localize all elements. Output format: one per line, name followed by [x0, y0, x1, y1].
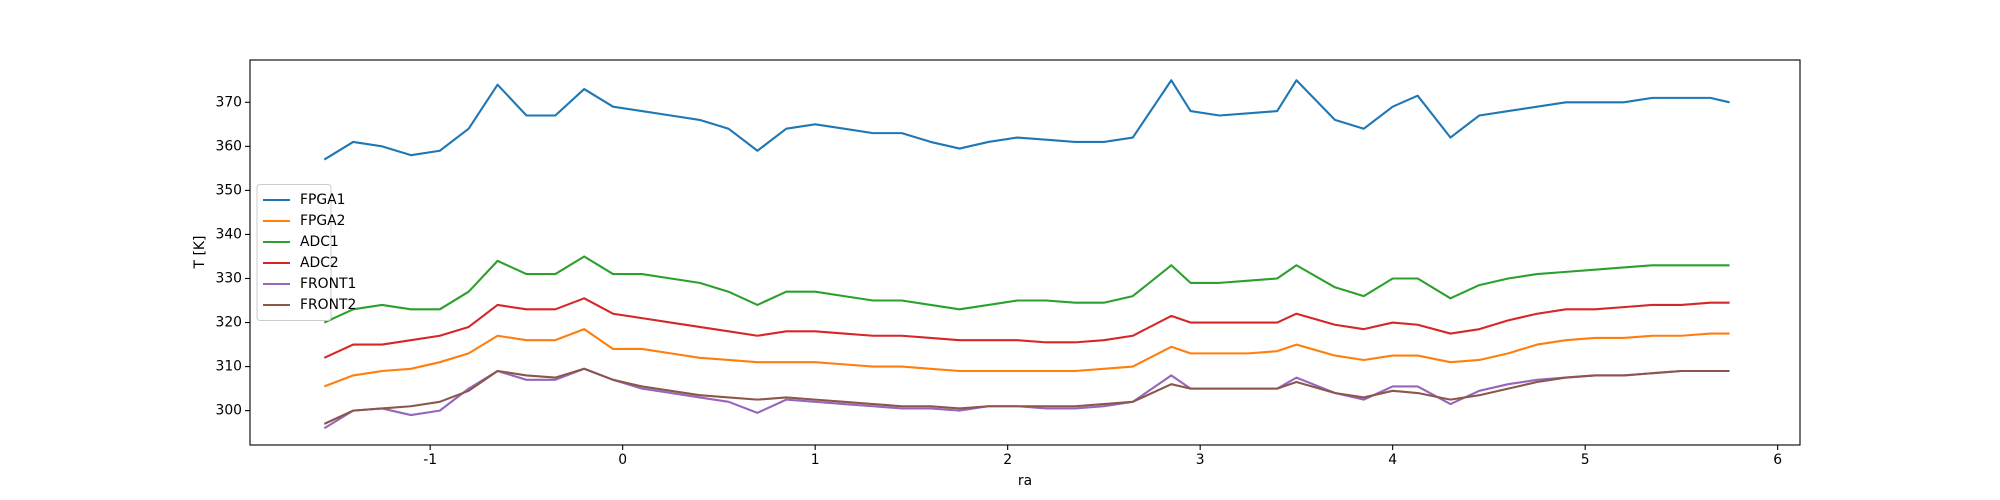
y-tick-label: 340 [215, 226, 242, 242]
x-tick-label: 6 [1773, 452, 1782, 468]
y-tick-label: 310 [215, 359, 242, 375]
y-axis-label: T [K] [192, 236, 208, 270]
x-tick-label: 1 [811, 452, 820, 468]
data-line [323, 297, 1730, 359]
data-line [323, 367, 1730, 430]
legend-label: ADC1 [300, 234, 339, 250]
legend-frame [256, 184, 332, 321]
data-line [323, 367, 1730, 425]
legend-label: FPGA2 [300, 213, 345, 229]
legend-label: FRONT1 [300, 276, 356, 292]
plot-frame [249, 59, 1801, 446]
data-line [323, 255, 1730, 324]
y-tick-label: 360 [215, 138, 242, 154]
x-tick-label: -1 [423, 452, 437, 468]
y-tick-label: 320 [215, 315, 242, 331]
y-tick-label: 330 [215, 270, 242, 286]
legend-label: FPGA1 [300, 192, 345, 208]
x-tick-label: 3 [1196, 452, 1205, 468]
x-tick-label: 2 [1003, 452, 1012, 468]
legend: FPGA1 FPGA2 ADC1 ADC2 FRONT1 FRONT2 [256, 184, 356, 321]
x-tick-label: 4 [1388, 452, 1397, 468]
y-tick-label: 300 [215, 403, 242, 419]
y-tick-label: 350 [215, 182, 242, 198]
x-tick-label: 5 [1581, 452, 1590, 468]
x-tick-label: 0 [618, 452, 627, 468]
legend-label: FRONT2 [300, 297, 356, 313]
data-line [323, 79, 1730, 161]
y-tick-label: 370 [215, 94, 242, 110]
legend-label: ADC2 [300, 255, 339, 271]
x-axis-label: ra [1018, 473, 1032, 489]
data-line [323, 328, 1730, 388]
